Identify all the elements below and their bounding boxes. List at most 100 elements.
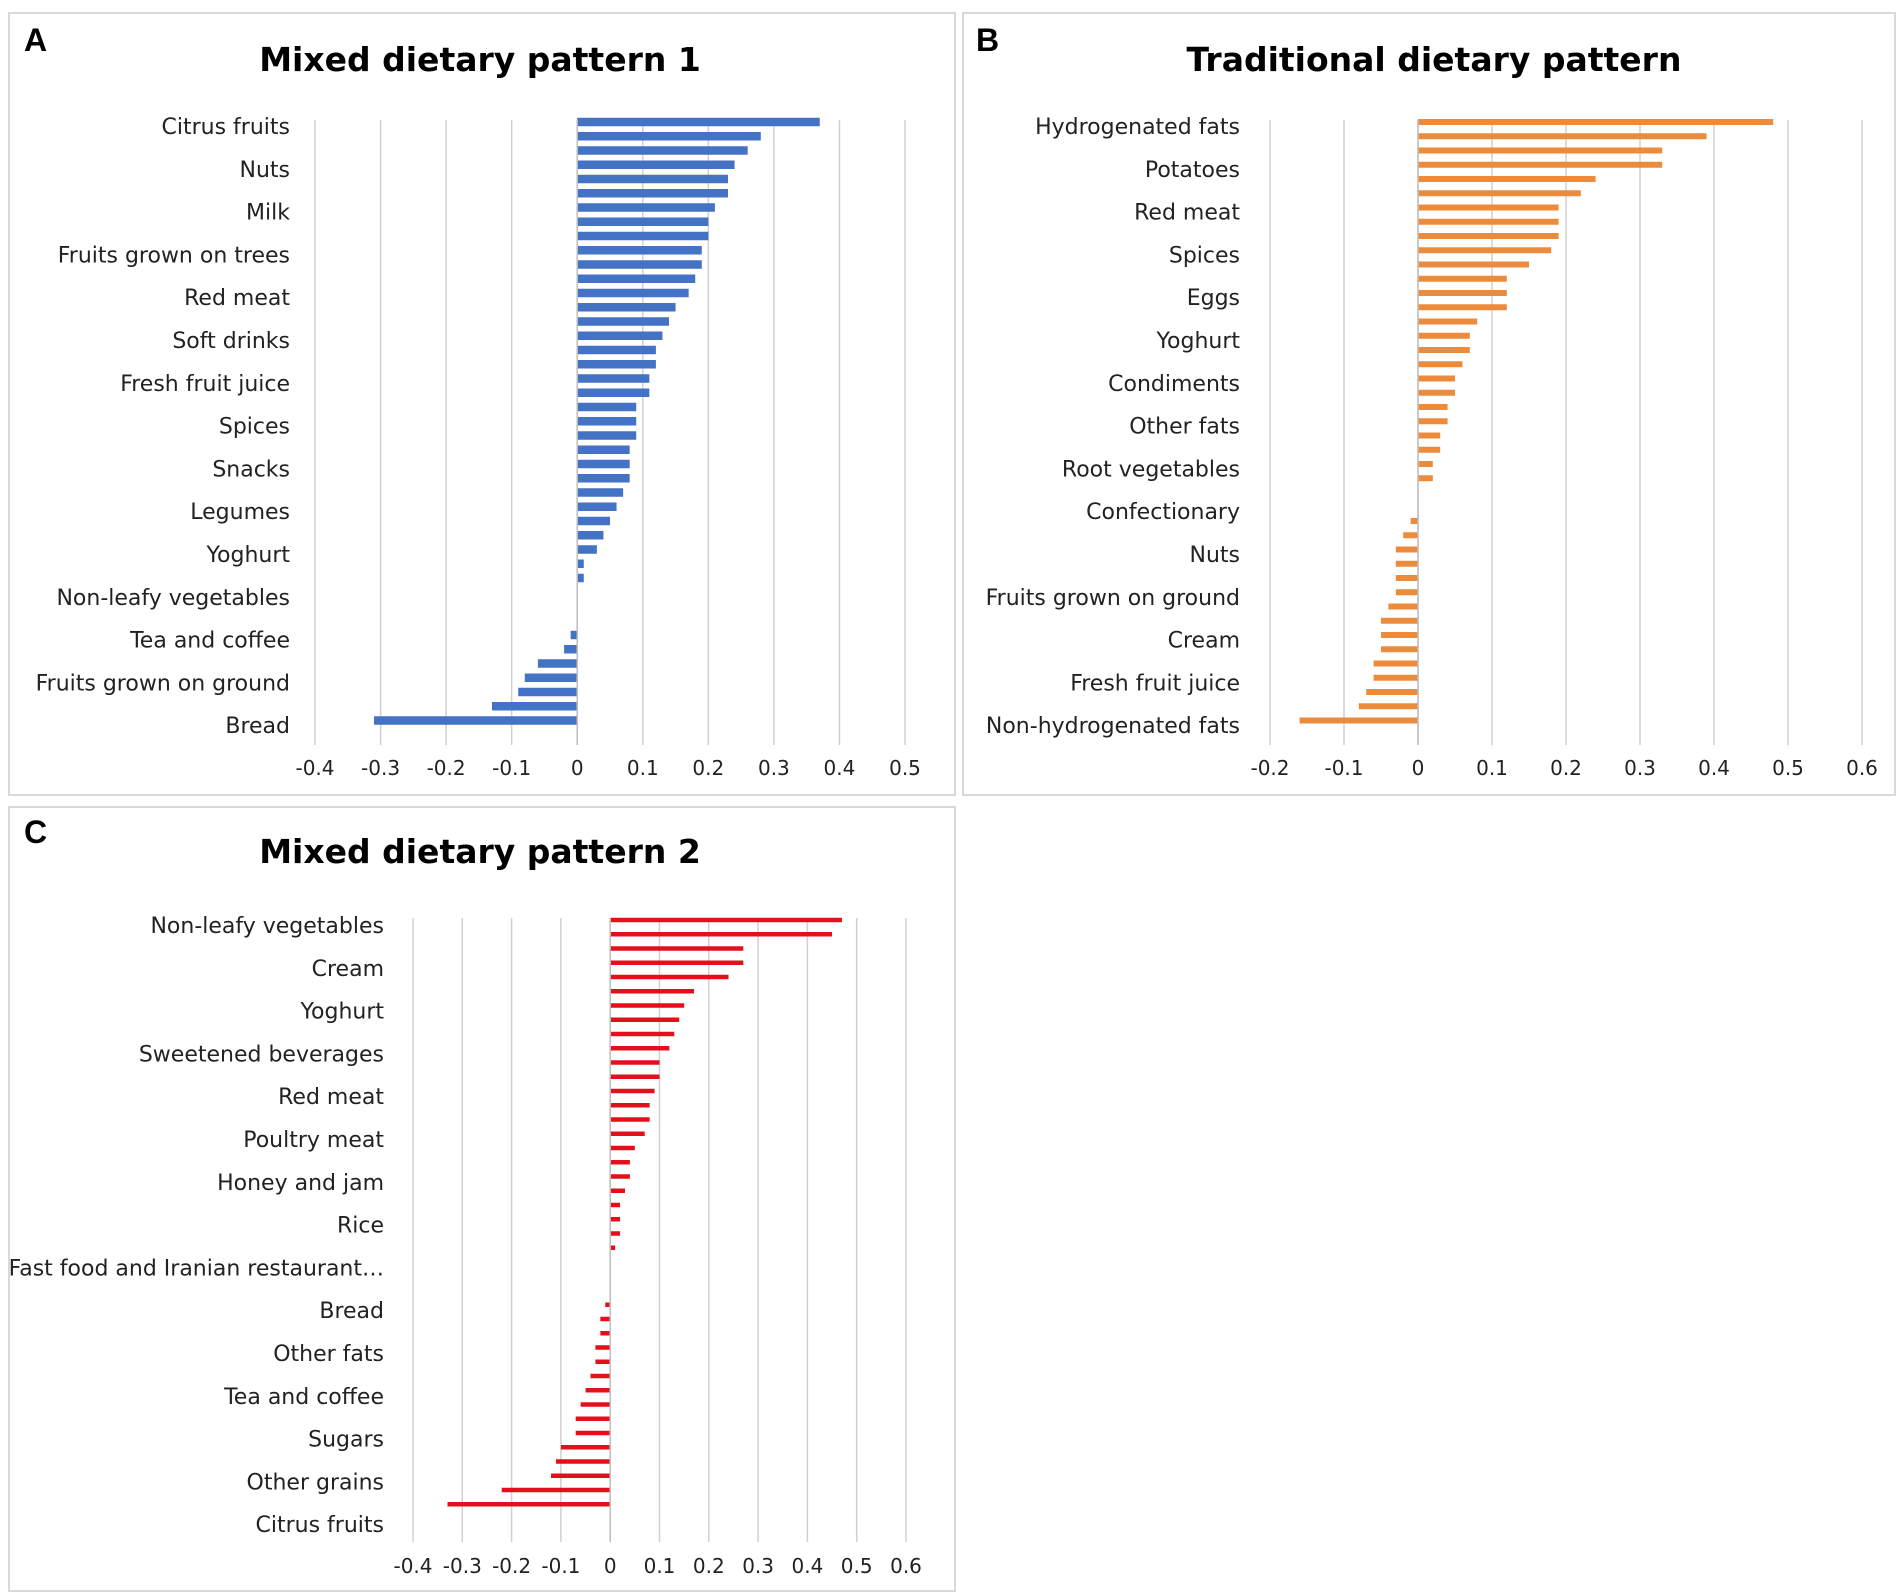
y-tick-label: Tea and coffee bbox=[223, 1385, 384, 1410]
bar bbox=[610, 989, 694, 994]
x-tick-label: 0.3 bbox=[1624, 756, 1656, 780]
bar bbox=[586, 1388, 611, 1393]
y-tick-label: Nuts bbox=[1190, 543, 1241, 568]
bar bbox=[1396, 575, 1418, 581]
bar bbox=[1300, 718, 1418, 724]
bar bbox=[610, 1231, 620, 1236]
bar bbox=[610, 961, 743, 966]
bar bbox=[1418, 148, 1662, 154]
y-tick-label: Cream bbox=[312, 957, 384, 982]
x-tick-label: -0.1 bbox=[541, 1554, 580, 1578]
x-tick-label: 0.2 bbox=[1550, 756, 1582, 780]
x-tick-label: 0.3 bbox=[742, 1554, 774, 1578]
bar bbox=[577, 374, 649, 383]
bar bbox=[577, 218, 708, 227]
bar bbox=[1381, 646, 1418, 652]
bar bbox=[577, 431, 636, 440]
y-tick-label: Nuts bbox=[240, 158, 291, 183]
bar bbox=[576, 1431, 611, 1436]
bar bbox=[1418, 390, 1455, 396]
bar bbox=[577, 346, 656, 355]
bar bbox=[610, 1089, 654, 1094]
bar bbox=[610, 1032, 674, 1037]
bar bbox=[600, 1331, 610, 1336]
bar bbox=[577, 389, 649, 398]
bar bbox=[577, 203, 715, 212]
bar bbox=[610, 1075, 659, 1080]
bar bbox=[577, 488, 623, 497]
y-tick-label: Soft drinks bbox=[172, 329, 290, 354]
bar bbox=[1374, 675, 1418, 681]
y-tick-label: Potatoes bbox=[1145, 158, 1240, 183]
bar bbox=[1374, 661, 1418, 667]
bar bbox=[577, 446, 629, 455]
y-tick-label: Bread bbox=[225, 714, 290, 739]
y-tick-label: Other fats bbox=[1129, 415, 1240, 440]
panel-c: C Mixed dietary pattern 2 Non-leafy vege… bbox=[8, 806, 956, 1592]
y-tick-label: Bread bbox=[319, 1299, 384, 1324]
bar bbox=[1418, 276, 1507, 282]
bar bbox=[610, 932, 832, 937]
y-tick-label: Other grains bbox=[247, 1470, 384, 1495]
y-tick-label: Non-leafy vegetables bbox=[150, 914, 384, 939]
x-tick-label: 0.5 bbox=[889, 756, 921, 780]
y-tick-label: Non-hydrogenated fats bbox=[986, 714, 1240, 739]
bar bbox=[577, 417, 636, 426]
x-tick-label: 0 bbox=[1412, 756, 1425, 780]
y-tick-label: Fruits grown on trees bbox=[58, 243, 290, 268]
y-tick-label: Tea and coffee bbox=[129, 629, 290, 654]
bar bbox=[610, 1217, 620, 1222]
bar bbox=[577, 260, 702, 269]
y-tick-label: Poultry meat bbox=[243, 1128, 384, 1153]
bar bbox=[518, 688, 577, 697]
bar bbox=[525, 674, 577, 683]
x-tick-label: 0 bbox=[604, 1554, 617, 1578]
y-tick-label: Spices bbox=[1169, 243, 1240, 268]
bar bbox=[1418, 262, 1529, 268]
bar bbox=[502, 1488, 610, 1493]
x-tick-label: 0.6 bbox=[890, 1554, 922, 1578]
bar bbox=[577, 517, 610, 526]
y-tick-label: Rice bbox=[337, 1214, 384, 1239]
y-tick-label: Sweetened beverages bbox=[139, 1042, 384, 1067]
x-tick-label: -0.4 bbox=[295, 756, 334, 780]
x-tick-label: 0.1 bbox=[1476, 756, 1508, 780]
x-tick-label: 0.4 bbox=[1698, 756, 1730, 780]
bar bbox=[448, 1502, 611, 1507]
bar bbox=[577, 360, 656, 369]
y-tick-label: Cream bbox=[1168, 629, 1240, 654]
y-tick-label: Yoghurt bbox=[300, 1000, 385, 1025]
bar bbox=[1418, 233, 1559, 239]
y-tick-label: Red meat bbox=[184, 286, 290, 311]
bar bbox=[1418, 404, 1448, 410]
bar bbox=[577, 289, 688, 298]
y-tick-label: Condiments bbox=[1108, 372, 1240, 397]
bar bbox=[577, 317, 669, 326]
bar bbox=[577, 118, 820, 127]
bar bbox=[1418, 176, 1596, 182]
bar bbox=[610, 975, 728, 980]
y-tick-label: Sugars bbox=[308, 1428, 384, 1453]
bar bbox=[1418, 205, 1559, 211]
bar bbox=[1366, 689, 1418, 695]
bar bbox=[571, 631, 578, 640]
y-tick-label: Non-leafy vegetables bbox=[56, 586, 290, 611]
x-tick-label: -0.3 bbox=[361, 756, 400, 780]
bar bbox=[577, 303, 675, 312]
bar bbox=[551, 1474, 610, 1479]
bar bbox=[595, 1345, 610, 1350]
bar bbox=[1411, 518, 1418, 524]
y-tick-label: Spices bbox=[219, 415, 290, 440]
x-tick-label: 0.4 bbox=[824, 756, 856, 780]
y-tick-label: Hydrogenated fats bbox=[1035, 115, 1240, 140]
bar bbox=[577, 175, 728, 184]
bar bbox=[577, 574, 584, 583]
y-tick-label: Honey and jam bbox=[217, 1171, 384, 1196]
bar bbox=[577, 146, 747, 155]
y-tick-label: Fresh fruit juice bbox=[120, 372, 290, 397]
bar bbox=[577, 460, 629, 469]
bar bbox=[577, 560, 584, 569]
bar bbox=[610, 1160, 630, 1165]
